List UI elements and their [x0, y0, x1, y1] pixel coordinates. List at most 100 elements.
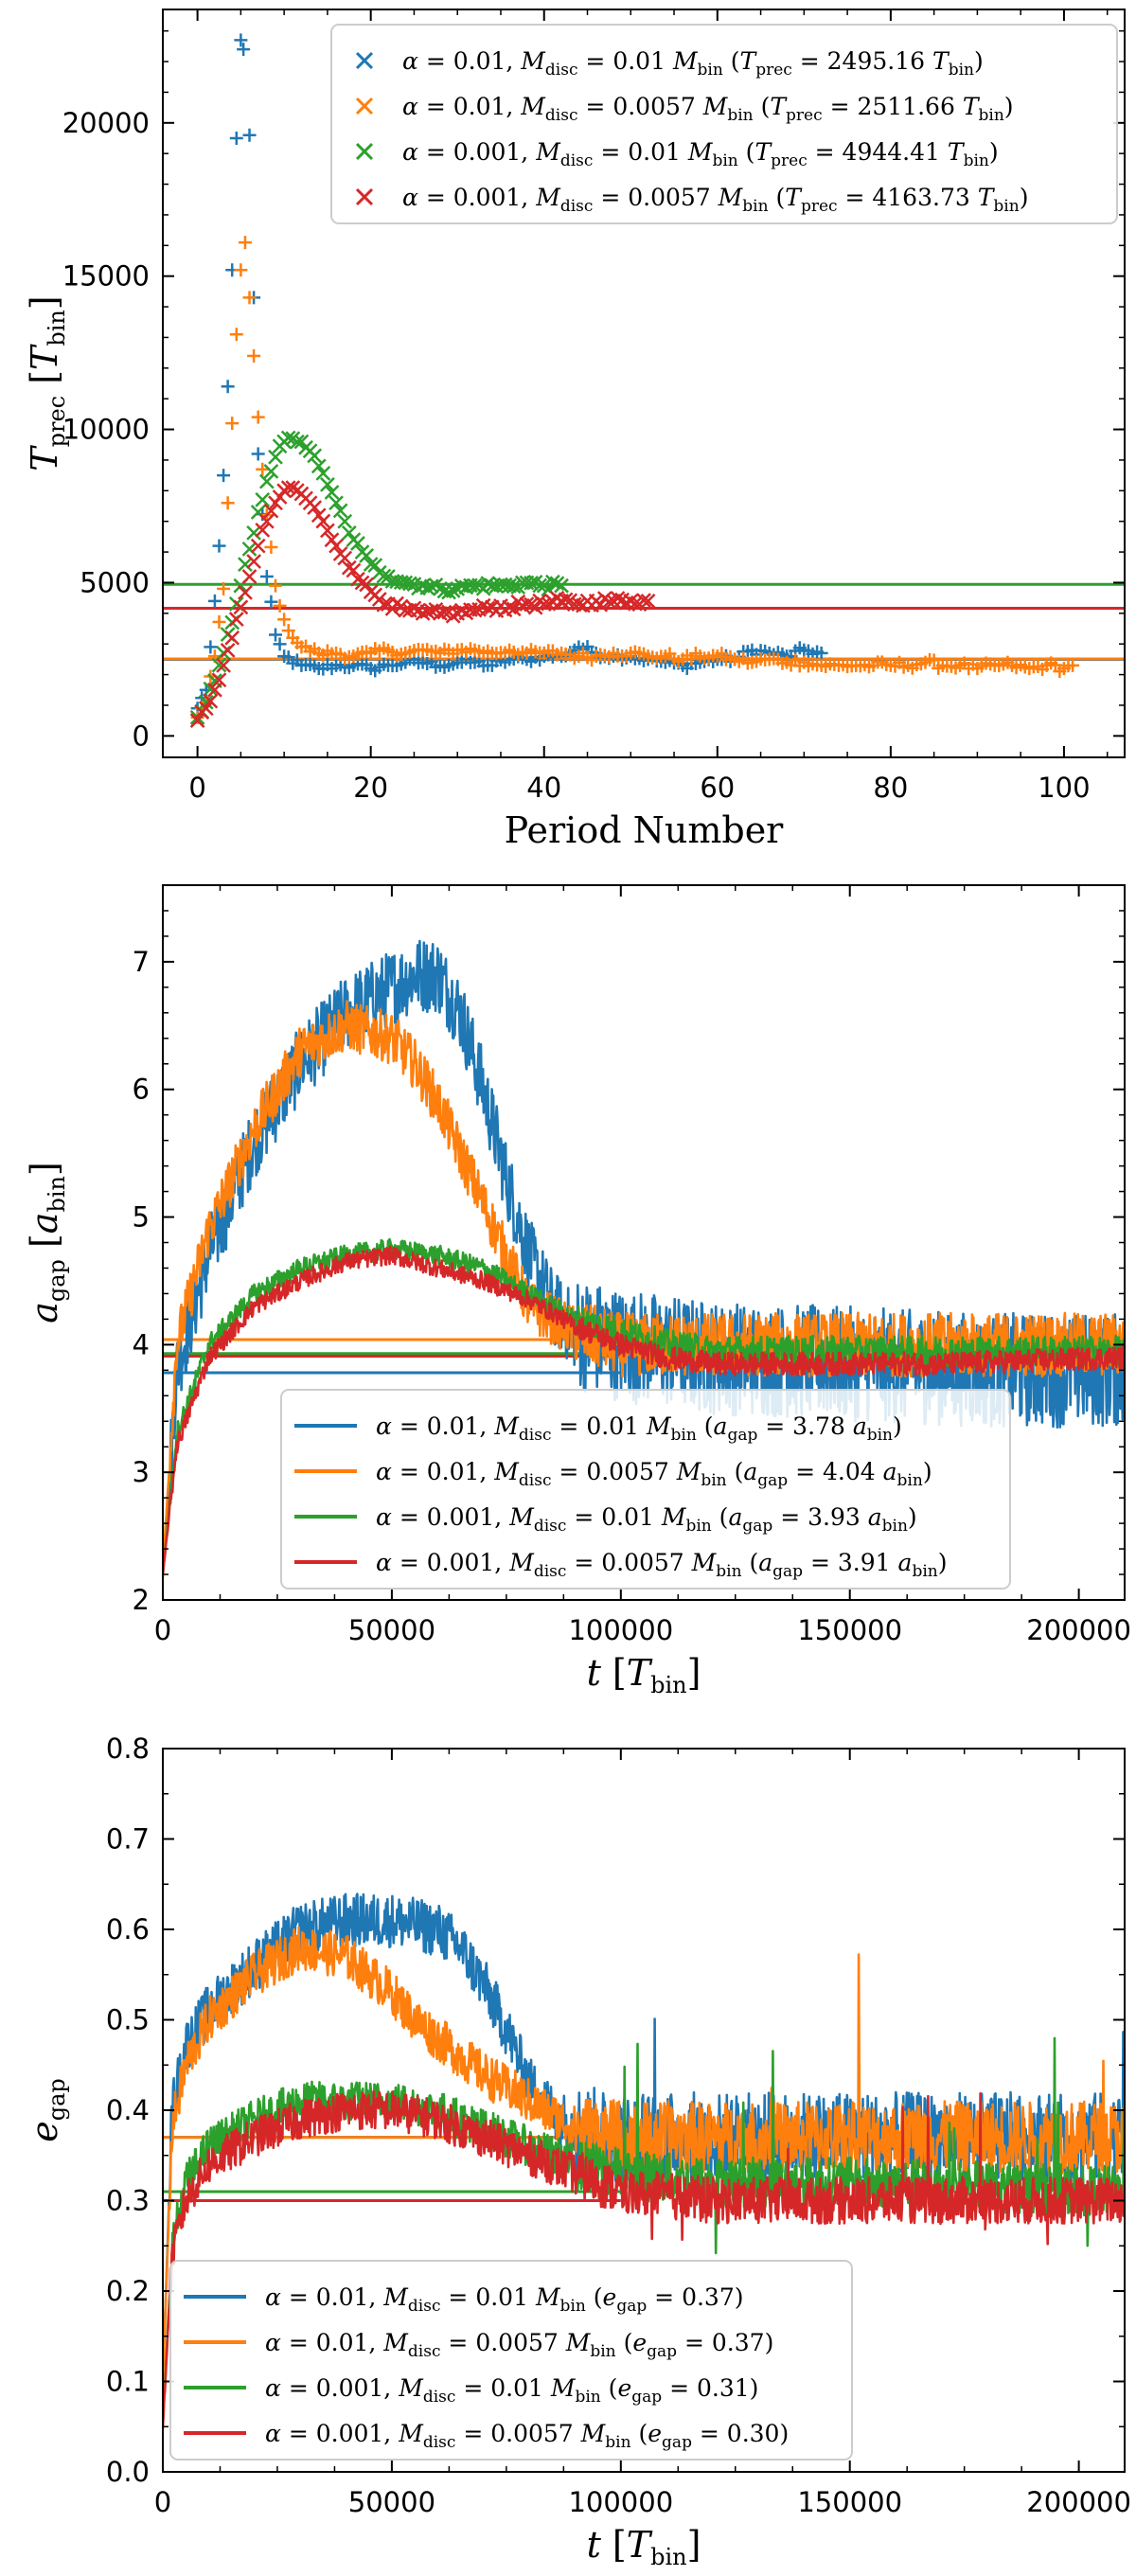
- y-tick-label: 0.2: [106, 2275, 150, 2307]
- legend-label: α = 0.01, Mdisc = 0.0057 Mbin (Tprec = 2…: [402, 93, 1014, 125]
- legend-box: [330, 24, 1118, 224]
- marker-d2: [224, 630, 240, 646]
- x-tick-label: 200000: [1026, 1614, 1131, 1646]
- data-point-red-30: [320, 523, 335, 539]
- data-point-red-76: [519, 596, 535, 612]
- marker-d2: [524, 575, 539, 591]
- data-point-green-35: [341, 524, 357, 541]
- marker-d2: [233, 599, 249, 615]
- marker-d2: [527, 599, 543, 615]
- marker-d2: [207, 682, 222, 698]
- y-tick-label: 5000: [80, 566, 150, 598]
- data-point-green-31: [324, 485, 340, 500]
- legend-marker: [355, 51, 374, 70]
- marker-d2: [203, 693, 219, 709]
- data-point-green-37: [350, 536, 365, 551]
- data-point-green-84: [554, 577, 569, 594]
- marker-d2: [250, 538, 266, 554]
- marker-d2: [423, 578, 439, 595]
- marker-d2: [341, 524, 357, 541]
- data-point-red-95: [601, 594, 617, 610]
- data-point-green-67: [480, 576, 496, 592]
- marker-d2: [228, 612, 244, 627]
- data-point-red-52: [415, 605, 431, 621]
- legend: α = 0.01, Mdisc = 0.01 Mbin (agap = 3.78…: [280, 1389, 1011, 1590]
- marker-d2: [554, 577, 569, 594]
- data-point-orange-17: [264, 540, 278, 554]
- data-point-blue-9: [229, 131, 243, 145]
- data-point-green-58: [441, 584, 456, 600]
- legend-entry-green: α = 0.001, Mdisc = 0.01 Mbin (Tprec = 49…: [355, 138, 999, 170]
- marker-d2: [238, 557, 253, 573]
- data-point-red-5: [211, 672, 227, 688]
- data-point-green-64: [467, 577, 483, 594]
- y-tick-label: 20000: [62, 107, 150, 139]
- data-point-green-16: [258, 473, 275, 489]
- data-point-green-33: [332, 503, 348, 519]
- marker-d2: [320, 523, 335, 539]
- y-tick-label: 10000: [62, 414, 150, 446]
- data-point-red-29: [315, 513, 331, 529]
- x-tick-label: 100000: [568, 2486, 673, 2518]
- data-point-orange-14: [251, 410, 265, 424]
- legend-box: [169, 2260, 853, 2461]
- data-point-green-12: [241, 541, 257, 557]
- legend-label: α = 0.01, Mdisc = 0.0057 Mbin (agap = 4.…: [376, 1458, 932, 1490]
- data-point-orange-11: [238, 236, 252, 250]
- data-point-orange-5: [212, 614, 226, 629]
- data-point-green-11: [238, 557, 253, 573]
- marker-d2: [406, 600, 422, 616]
- data-point-red-104: [640, 593, 656, 609]
- data-point-red-73: [506, 601, 522, 617]
- x-tick-label: 50000: [348, 1614, 435, 1646]
- y-tick-label: 0.7: [106, 1823, 150, 1856]
- marker-d2: [250, 505, 266, 520]
- data-point-red-78: [527, 599, 543, 615]
- marker-d2: [367, 558, 383, 574]
- data-point-red-2: [198, 701, 214, 717]
- data-point-blue-19: [273, 637, 287, 651]
- data-point-green-56: [433, 581, 448, 596]
- data-point-red-27: [307, 500, 323, 516]
- legend: α = 0.01, Mdisc = 0.01 Mbin (egap = 0.37…: [169, 2260, 853, 2461]
- y-tick-label: 0.0: [106, 2456, 150, 2488]
- marker-d2: [220, 643, 236, 658]
- data-point-green-82: [545, 574, 560, 590]
- data-point-blue-144: [814, 646, 828, 660]
- data-point-blue-11: [237, 43, 251, 57]
- legend-entry-red: α = 0.001, Mdisc = 0.0057 Mbin (agap = 3…: [294, 1549, 947, 1581]
- legend-entry-green: α = 0.001, Mdisc = 0.01 Mbin (egap = 0.3…: [184, 2374, 758, 2407]
- marker-d2: [445, 583, 461, 598]
- data-point-red-50: [406, 600, 422, 616]
- data-point-red-93: [593, 596, 609, 613]
- data-point-red-34: [337, 550, 353, 566]
- legend-label: α = 0.01, Mdisc = 0.0057 Mbin (egap = 0.…: [265, 2329, 773, 2361]
- data-point-green-59: [445, 583, 461, 598]
- data-point-orange-10: [234, 263, 248, 277]
- marker-d2: [541, 595, 557, 612]
- marker-d2: [280, 480, 296, 496]
- data-point-red-7: [220, 643, 236, 658]
- data-point-green-15: [255, 491, 271, 507]
- marker-d2: [307, 500, 323, 516]
- marker-d2: [545, 574, 560, 590]
- marker-d2: [211, 657, 227, 673]
- data-point-green-29: [315, 466, 331, 481]
- data-point-red-39: [359, 577, 374, 593]
- marker-d2: [636, 593, 651, 609]
- data-point-red-57: [436, 604, 453, 620]
- legend-entry-orange: α = 0.01, Mdisc = 0.0057 Mbin (Tprec = 2…: [355, 93, 1014, 125]
- data-point-blue-18: [268, 628, 282, 642]
- plot-area: [163, 1892, 1125, 2429]
- marker-d2: [337, 550, 353, 566]
- y-tick-label: 3: [133, 1456, 150, 1488]
- marker-d2: [640, 593, 656, 609]
- legend-label: α = 0.001, Mdisc = 0.0057 Mbin (Tprec = …: [402, 184, 1028, 216]
- plot-area: [163, 33, 1125, 729]
- marker-d2: [363, 557, 379, 572]
- data-point-red-81: [541, 595, 557, 612]
- ticks: 0 50000 100000 150000 200000 2 3 4 5 6 7: [133, 885, 1131, 1646]
- x-tick-label: 200000: [1026, 2486, 1131, 2518]
- data-point-red-32: [328, 538, 344, 554]
